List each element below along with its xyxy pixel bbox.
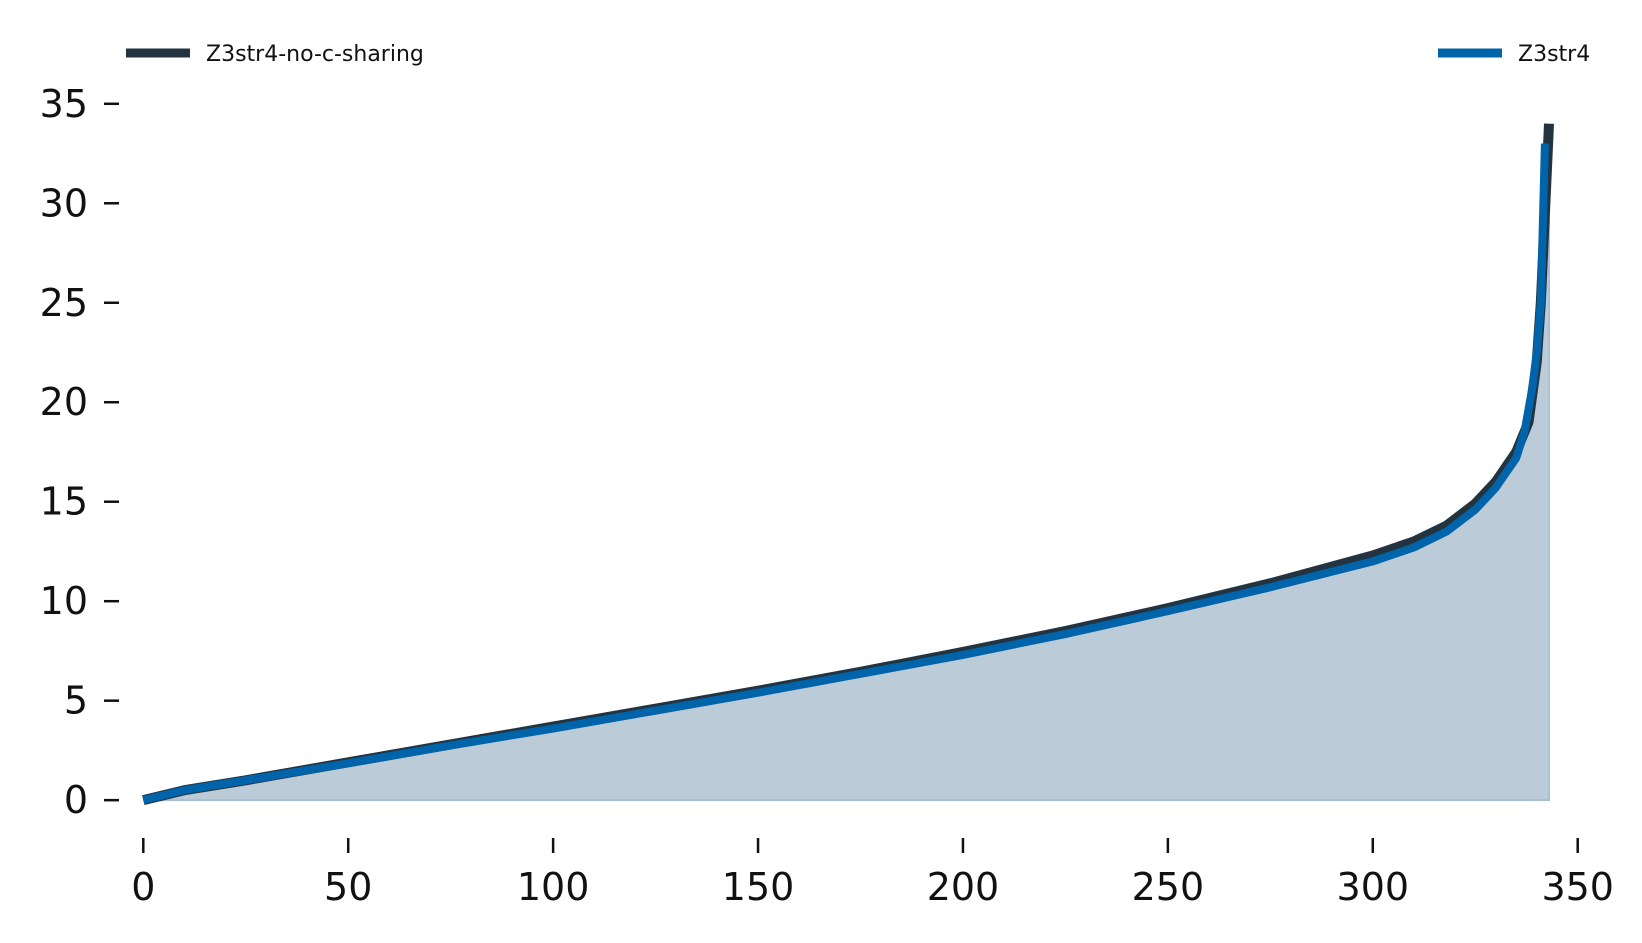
- legend-label-z3str4: Z3str4: [1518, 42, 1590, 67]
- x-axis: 0 50 100 150 200 250 300 350: [131, 838, 1614, 909]
- legend-label-z3str4-no-c-sharing: Z3str4-no-c-sharing: [206, 42, 424, 67]
- legend: Z3str4-no-c-sharing Z3str4: [126, 42, 1590, 67]
- y-tick-label: 25: [40, 281, 88, 325]
- y-tick-label: 0: [64, 778, 88, 822]
- x-tick-label: 200: [927, 865, 1000, 909]
- x-tick-label: 150: [722, 865, 795, 909]
- x-tick-label: 300: [1337, 865, 1410, 909]
- y-tick-label: 5: [64, 679, 88, 723]
- area-fill-layer: [143, 123, 1551, 802]
- y-tick-label: 20: [40, 380, 88, 424]
- y-axis: 0 5 10 15 20 25 30 35: [40, 82, 119, 822]
- x-tick-label: 250: [1132, 865, 1205, 909]
- x-tick-label: 350: [1541, 865, 1614, 909]
- x-tick-label: 50: [324, 865, 372, 909]
- y-tick-label: 15: [40, 480, 88, 524]
- series-layer: [142, 123, 1555, 806]
- x-tick-label: 100: [517, 865, 590, 909]
- x-tick-label: 0: [131, 865, 155, 909]
- y-tick-label: 10: [40, 579, 88, 623]
- series-line-z3str4: [142, 143, 1549, 805]
- y-tick-label: 35: [40, 82, 88, 126]
- y-tick-label: 30: [40, 181, 88, 225]
- area-fill: [143, 123, 1551, 802]
